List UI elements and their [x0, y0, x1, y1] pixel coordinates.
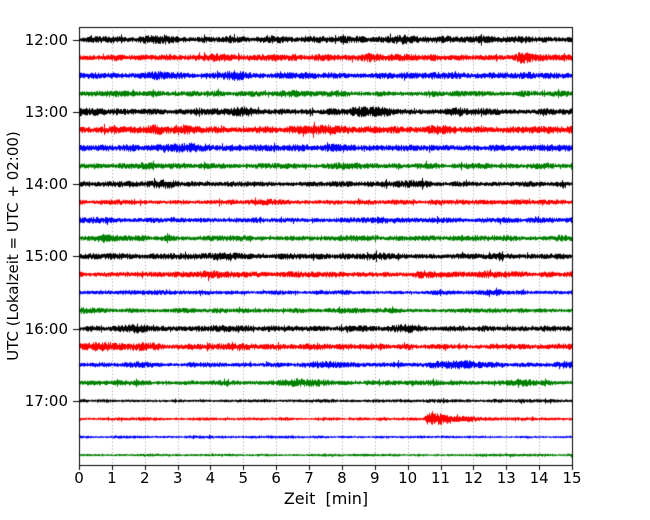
x-tick-label: 7: [304, 469, 314, 487]
x-tick-label: 13: [496, 469, 516, 487]
x-tick-label: 1: [107, 469, 117, 487]
y-tick-label: 15:00: [24, 247, 68, 266]
x-tick-label: 14: [529, 469, 549, 487]
y-tick-label: 12:00: [24, 30, 68, 49]
x-tick-label: 2: [139, 469, 150, 487]
x-tick-label: 8: [337, 469, 347, 487]
x-tick-label: 12: [463, 469, 483, 487]
x-tick-label: 11: [430, 469, 451, 487]
x-tick-label: 4: [205, 469, 216, 487]
x-axis-label: Zeit [min]: [283, 489, 369, 508]
x-tick-label: 3: [172, 469, 183, 487]
x-tick-label: 15: [562, 469, 582, 487]
y-tick-label: 17:00: [24, 391, 68, 410]
y-tick-label: 16:00: [24, 319, 68, 338]
x-tick-label: 9: [370, 469, 380, 487]
x-tick-label: 5: [238, 469, 249, 487]
x-tick-label: 6: [271, 469, 281, 487]
x-tick-label: 10: [398, 469, 418, 487]
x-tick-label: 0: [74, 469, 84, 487]
y-tick-label: 14:00: [24, 175, 68, 194]
y-tick-label: 13:00: [24, 102, 68, 121]
